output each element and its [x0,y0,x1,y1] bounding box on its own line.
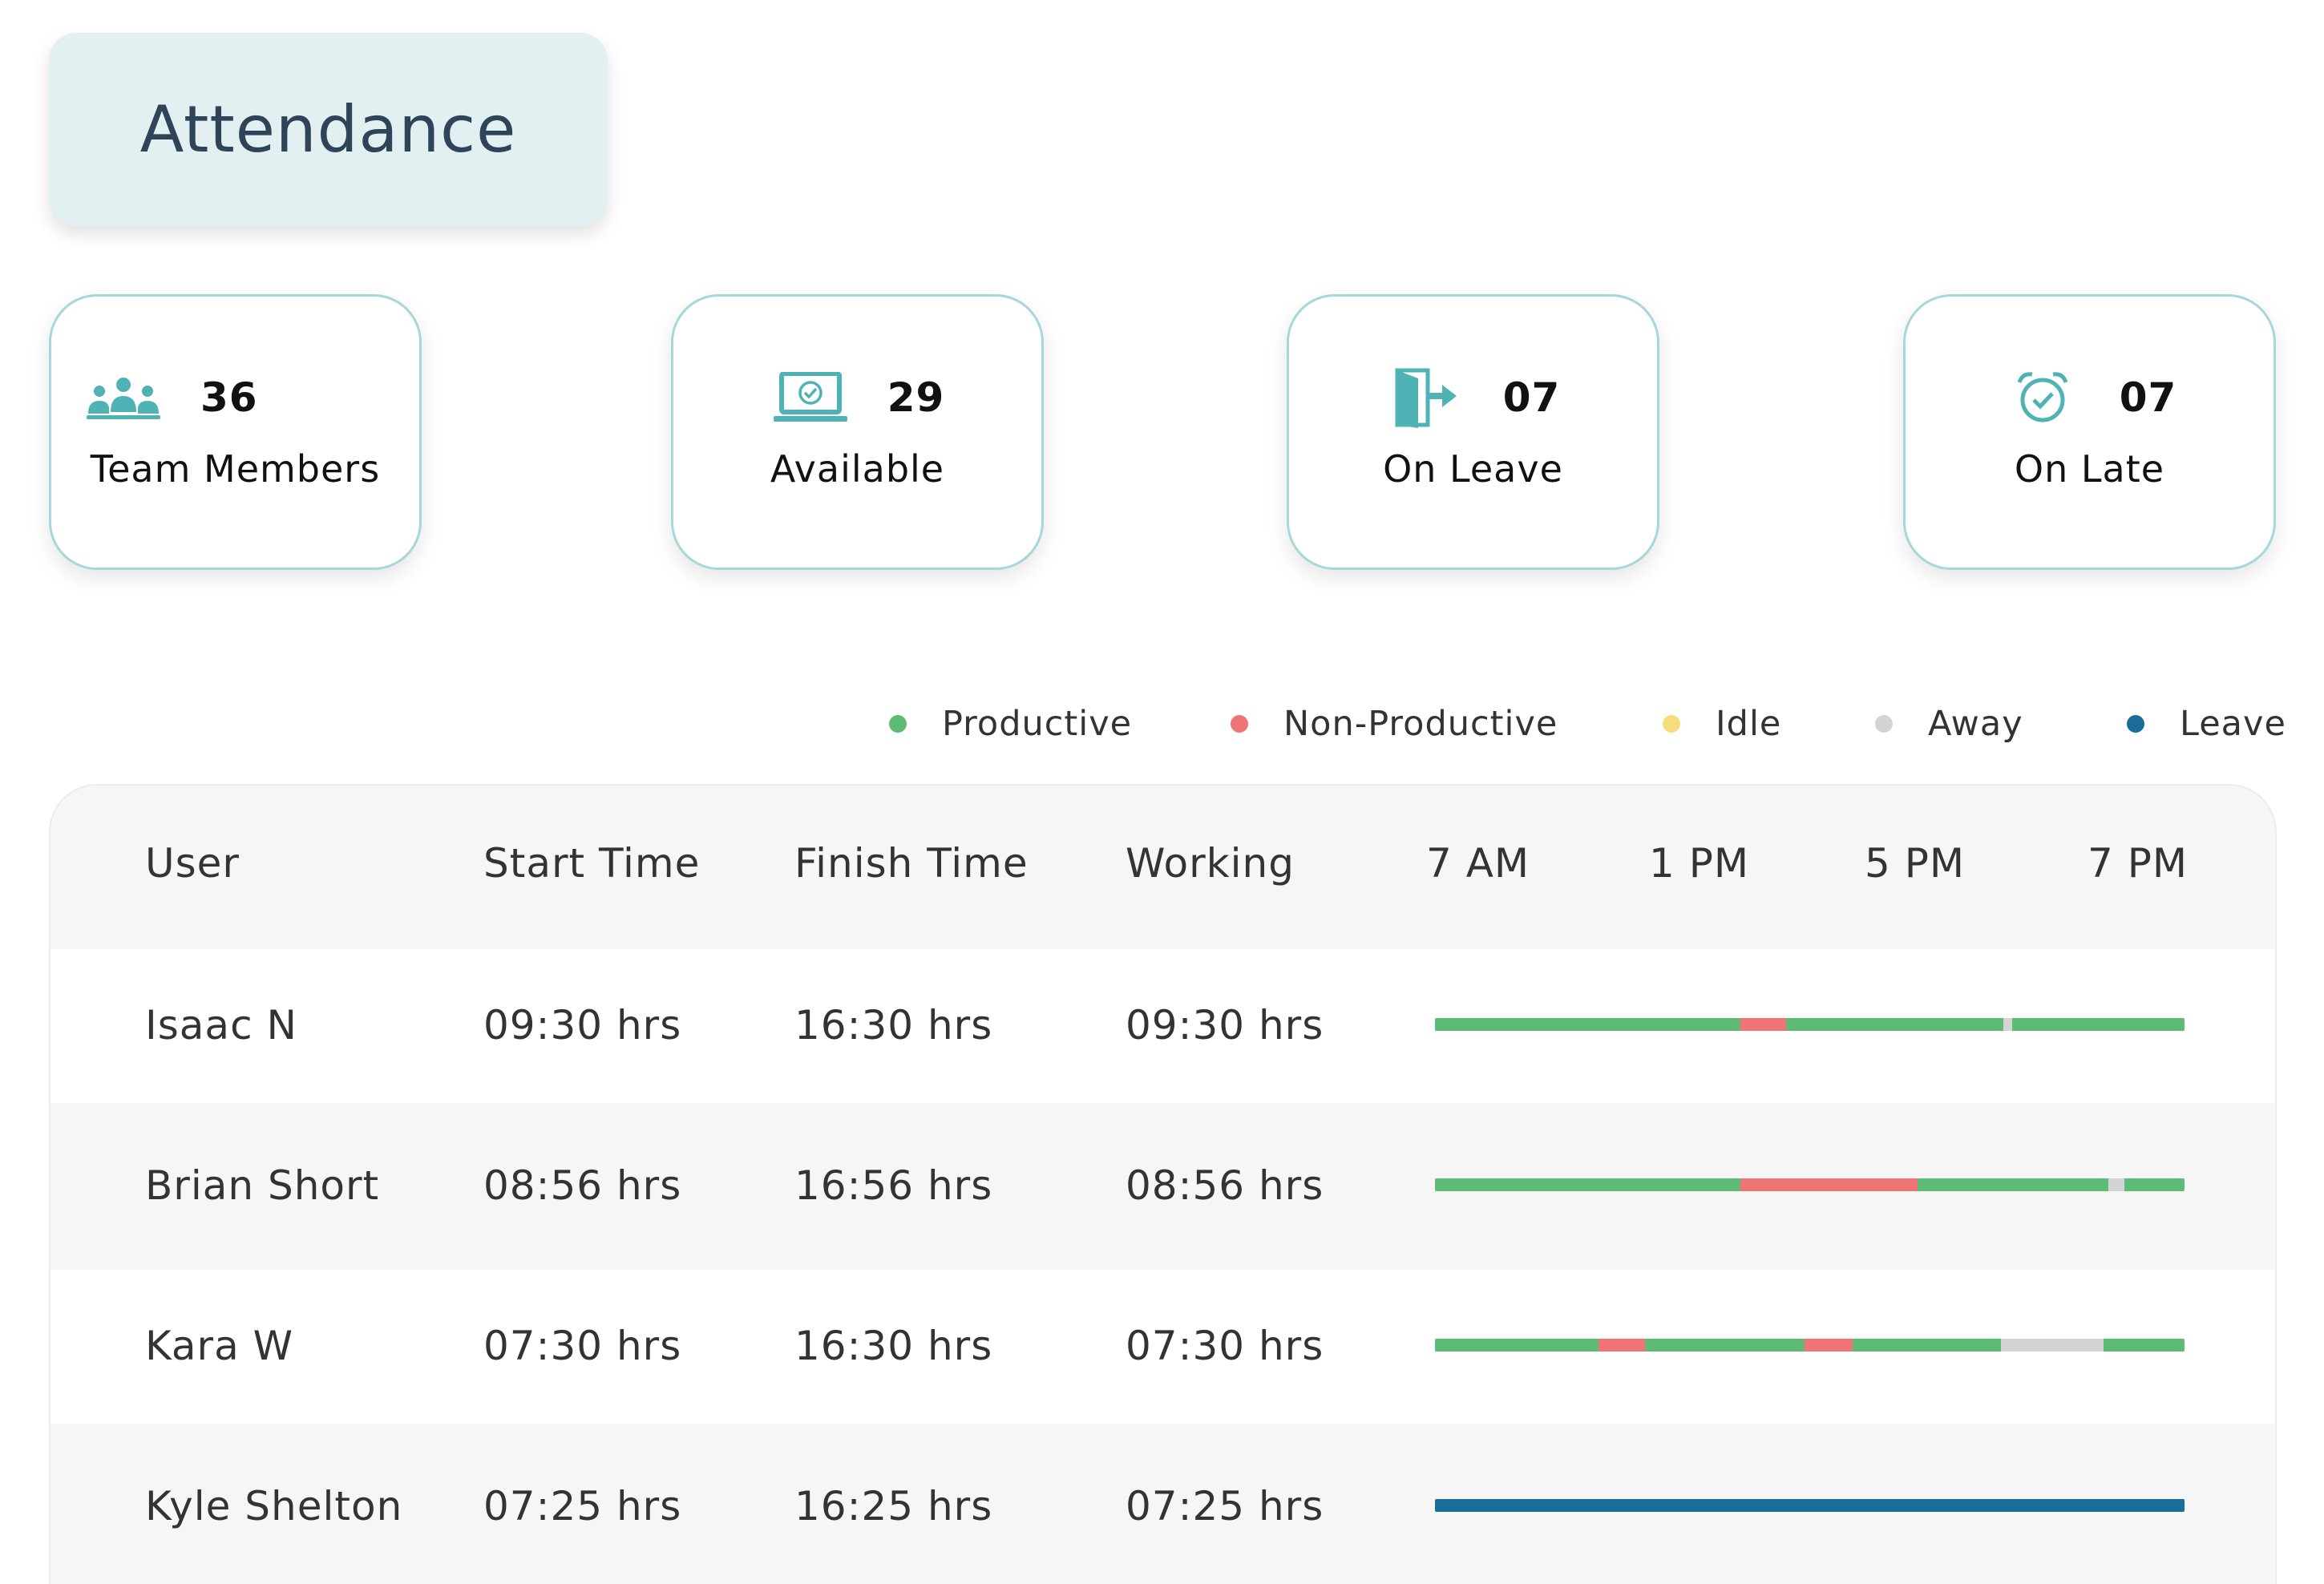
away-dot [1875,715,1893,733]
user-name: Kara W [145,1323,294,1369]
stat-card-on-leave[interactable]: 07 On Leave [1287,294,1659,570]
page-title: Attendance [139,92,517,167]
on-leave-count: 07 [1502,374,1561,421]
attendance-table: User Start Time Finish Time Working 7 AM… [49,784,2277,1584]
time-axis-label: 7 AM [1426,840,1530,887]
start-time: 07:30 hrs [483,1323,682,1369]
timeline-segment-productive [1435,1339,1599,1352]
timeline-segment-non-productive [1740,1178,1918,1191]
stat-card-team-members[interactable]: 36 Team Members [49,294,422,570]
non-productive-dot [1231,715,1248,733]
laptop-check-icon [770,369,851,426]
activity-timeline-bar[interactable] [1435,1499,2185,1512]
legend-leave: Leave [2127,704,2286,744]
working-time: 07:30 hrs [1126,1323,1324,1369]
timeline-segment-away [2003,1018,2012,1031]
door-exit-icon [1386,368,1466,428]
on-leave-label: On Leave [1383,447,1563,491]
start-time: 08:56 hrs [483,1162,682,1209]
stat-card-available[interactable]: 29 Available [671,294,1044,570]
team-members-count: 36 [200,374,258,421]
time-axis-label: 1 PM [1649,840,1749,887]
on-late-count: 07 [2119,374,2177,421]
productive-dot [889,715,907,733]
alarm-clock-icon [2003,369,2083,426]
activity-timeline-bar[interactable] [1435,1339,2185,1352]
timeline-segment-away [2108,1178,2125,1191]
timeline-segment-productive [2124,1178,2185,1191]
timeline-segment-non-productive [1598,1339,1645,1352]
column-header-user[interactable]: User [145,840,240,887]
finish-time: 16:30 hrs [794,1002,993,1049]
table-row[interactable]: Kyle Shelton 07:25 hrs 16:25 hrs 07:25 h… [51,1430,2275,1584]
table-row[interactable]: Kara W 07:30 hrs 16:30 hrs 07:30 hrs [51,1270,2275,1424]
activity-timeline-bar[interactable] [1435,1018,2185,1031]
start-time: 09:30 hrs [483,1002,682,1049]
timeline-segment-non-productive [1804,1339,1853,1352]
time-axis-label: 7 PM [2088,840,2188,887]
finish-time: 16:25 hrs [794,1483,993,1529]
available-count: 29 [887,374,945,421]
timeline-segment-productive [2104,1339,2185,1352]
table-row[interactable]: Isaac N 09:30 hrs 16:30 hrs 09:30 hrs [51,949,2275,1103]
working-time: 09:30 hrs [1126,1002,1324,1049]
timeline-segment-productive [1644,1339,1805,1352]
team-members-label: Team Members [90,447,381,491]
timeline-segment-productive [1785,1018,2003,1031]
user-name: Isaac N [145,1002,297,1049]
timeline-segment-productive [1918,1178,2108,1191]
start-time: 07:25 hrs [483,1483,682,1529]
legend-away: Away [1875,704,2023,744]
table-row[interactable]: Brian Short 08:56 hrs 16:56 hrs 08:56 hr… [51,1109,2275,1263]
finish-time: 16:56 hrs [794,1162,993,1209]
user-name: Kyle Shelton [145,1483,403,1529]
working-time: 08:56 hrs [1126,1162,1324,1209]
working-time: 07:25 hrs [1126,1483,1324,1529]
timeline-segment-leave [1435,1499,2185,1512]
idle-dot [1663,715,1680,733]
on-late-label: On Late [2014,447,2165,491]
stat-card-on-late[interactable]: 07 On Late [1903,294,2276,570]
column-header-start-time[interactable]: Start Time [483,840,701,887]
legend-idle: Idle [1663,704,1781,744]
timeline-segment-non-productive [1740,1018,1786,1031]
table-header: User Start Time Finish Time Working 7 AM… [51,786,2275,946]
user-name: Brian Short [145,1162,380,1209]
timeline-segment-productive [1435,1178,1741,1191]
timeline-segment-productive [2011,1018,2185,1031]
column-header-finish-time[interactable]: Finish Time [794,840,1029,887]
activity-timeline-bar[interactable] [1435,1178,2185,1191]
finish-time: 16:30 hrs [794,1323,993,1369]
column-header-working[interactable]: Working [1126,840,1295,887]
team-icon [83,369,164,426]
title-card: Attendance [49,33,608,226]
legend-productive: Productive [889,704,1132,744]
timeline-segment-productive [1435,1018,1741,1031]
timeline-segment-away [2000,1339,2104,1352]
status-legend: Productive Non-Productive Idle Away Leav… [0,704,2324,752]
timeline-segment-productive [1852,1339,2001,1352]
available-label: Available [770,447,945,491]
leave-dot [2127,715,2144,733]
legend-non-productive: Non-Productive [1231,704,1558,744]
time-axis-label: 5 PM [1865,840,1965,887]
